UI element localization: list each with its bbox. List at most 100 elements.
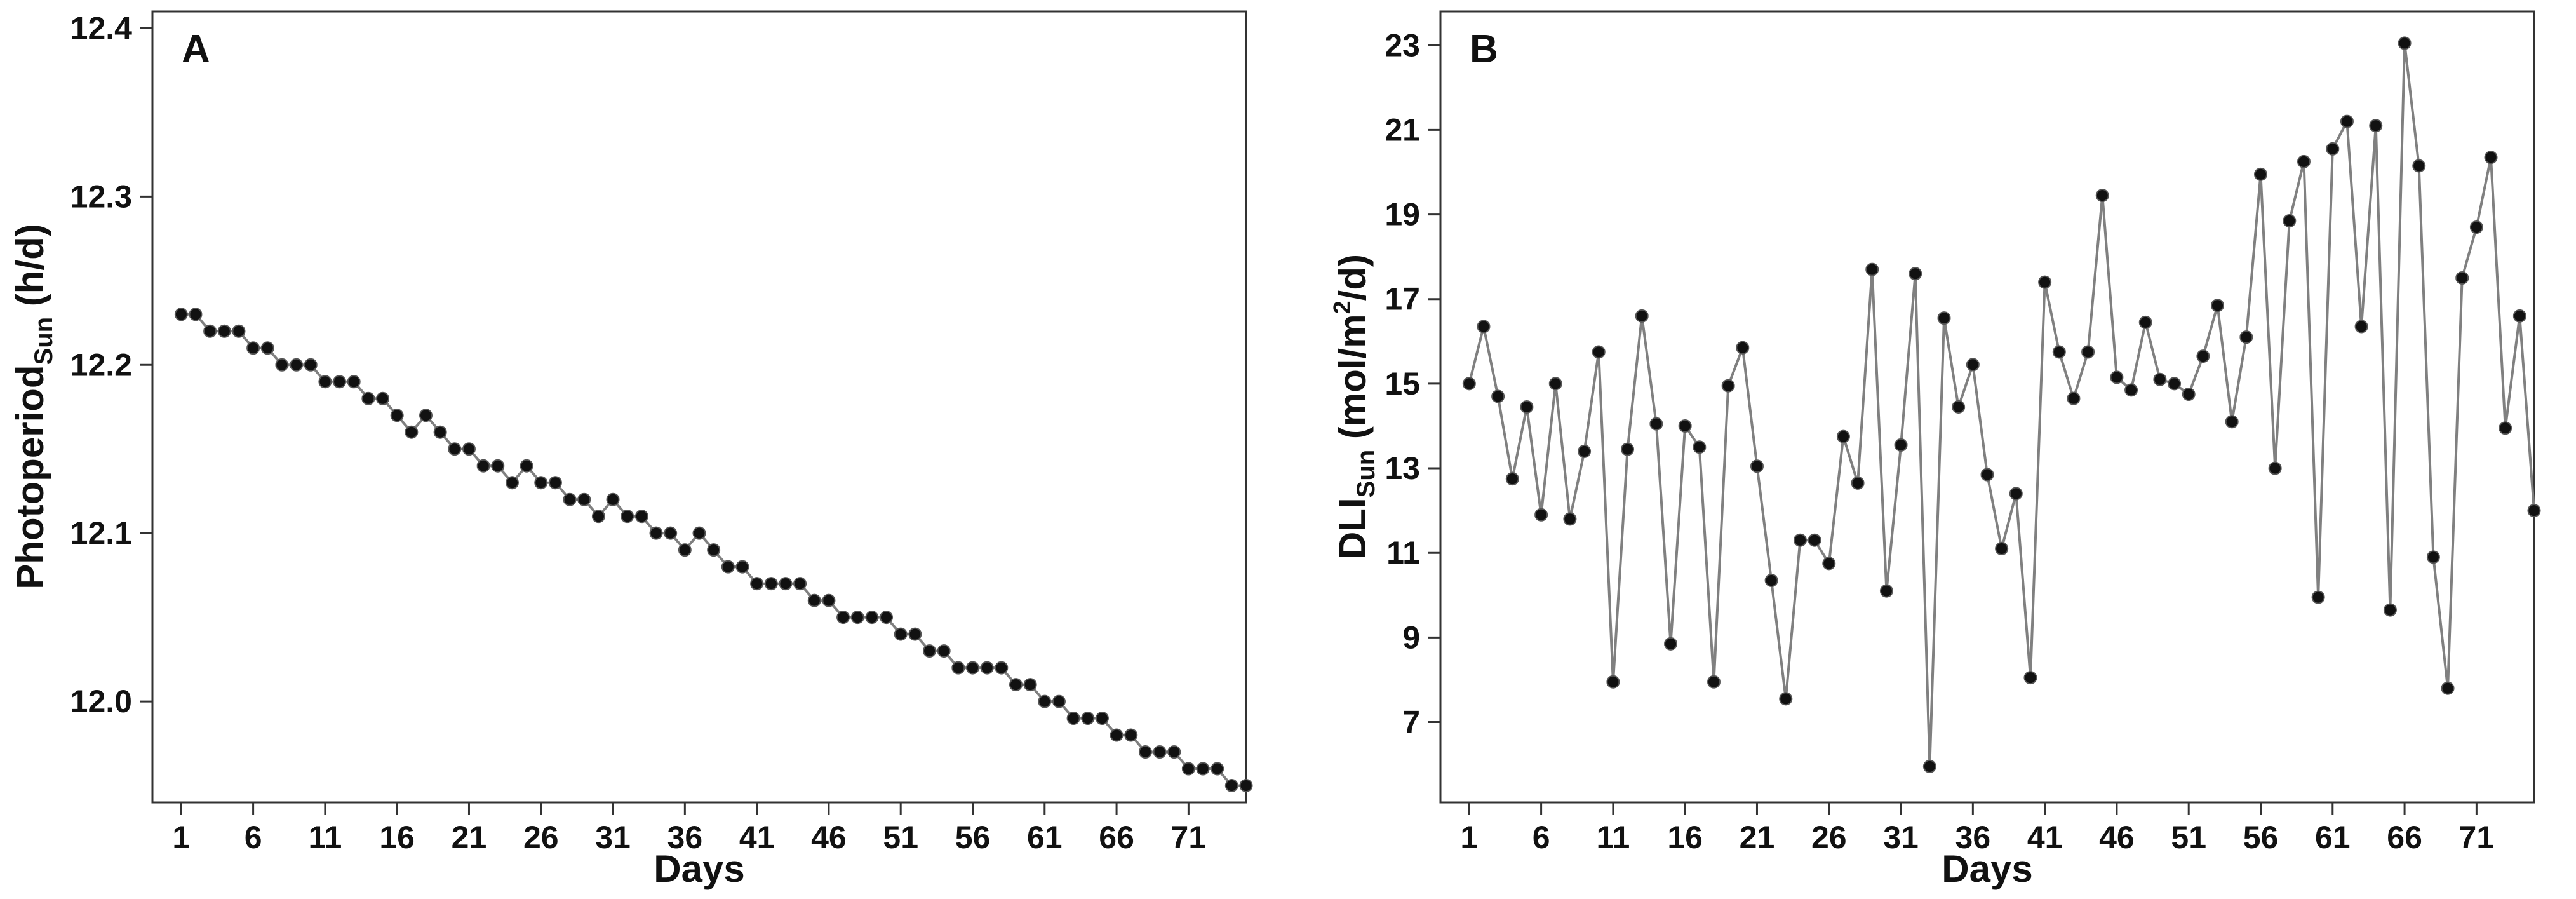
panel-a-data-point — [304, 358, 318, 372]
panel-a-data-point — [750, 577, 764, 591]
panel-b-data-point — [1980, 468, 1994, 482]
panel-a-plot-border — [151, 10, 1247, 804]
panel-b-data-point — [1995, 542, 2009, 556]
panel-b-data-point — [1592, 345, 1606, 359]
panel-b-x-tick-label: 36 — [1955, 820, 1991, 855]
panel-b-data-point — [2067, 391, 2081, 405]
panel-b-data-point — [1664, 637, 1678, 651]
panel-a-data-point — [822, 593, 836, 607]
panel-b-data-point — [2340, 114, 2354, 128]
panel-b-y-tick-label: 23 — [1385, 27, 1420, 63]
panel-b-data-point — [1793, 533, 1807, 547]
panel-a-data-point — [591, 510, 605, 524]
panel-a-data-point — [1124, 728, 1138, 742]
panel-b-data-point — [1534, 508, 1548, 522]
panel-b-x-tick-label: 31 — [1883, 820, 1919, 855]
panel-b-data-point — [2138, 315, 2152, 329]
panel-a-chart: A 1 6 11 16 21 26 31 36 41 46 51 56 61 66 71 12.012.11… — [9, 10, 1253, 890]
panel-a-x-axis-title: Days — [654, 848, 744, 890]
panel-b-data-point — [1491, 389, 1505, 403]
panel-b-y-axis-title: DLISun (mol/m2/d) — [1329, 254, 1380, 559]
panel-b-x-tick-label: 56 — [2243, 820, 2279, 855]
panel-a-data-point — [275, 358, 289, 372]
panel-a-data-point — [1095, 712, 1109, 726]
panel-b-x-axis: 1 6 11 16 21 26 31 36 41 46 51 56 61 66 71 — [1460, 802, 2494, 855]
panel-b-data-point — [1779, 692, 1793, 706]
panel-a-data-point — [836, 611, 850, 625]
panel-a-series — [174, 308, 1253, 793]
panel-b-data-point — [2527, 504, 2541, 518]
panel-b-data-point — [2254, 167, 2267, 181]
panel-b-data-point — [2211, 299, 2225, 313]
panel-a-data-point — [203, 324, 217, 338]
panel-b-data-point — [2369, 119, 2383, 133]
panel-a-data-point — [721, 560, 735, 574]
panel-b-data-point — [1966, 358, 1980, 372]
panel-b-plot-border — [1439, 10, 2535, 804]
panel-b-data-point — [1477, 320, 1491, 334]
panel-b-data-point — [1922, 759, 1936, 773]
panel-a-data-point — [405, 425, 419, 439]
panel-a-data-point — [1066, 712, 1080, 726]
panel-b-data-point — [1635, 309, 1649, 323]
panel-a-data-point — [1138, 745, 1152, 759]
panel-b-data-point — [1693, 440, 1707, 454]
panel-a-y-tick-label: 12.2 — [70, 347, 132, 382]
panel-b-y-tick-label: 7 — [1402, 705, 1420, 740]
panel-b-y-title-unit: (mol/m — [1331, 314, 1374, 449]
panel-b-data-point — [1563, 512, 1577, 526]
panel-b-data-point — [1606, 675, 1620, 689]
panel-a-data-point — [534, 476, 548, 490]
panel-b-data-point — [1621, 442, 1635, 456]
panel-b-data-point — [2038, 275, 2052, 289]
panel-a-data-point — [419, 409, 433, 422]
panel-a-y-tick-label: 12.0 — [70, 684, 132, 719]
panel-b-data-point — [2512, 309, 2526, 323]
panel-b-y-tick-label: 21 — [1385, 112, 1420, 147]
panel-a-data-point — [678, 543, 692, 557]
panel-b-data-point — [2239, 330, 2253, 344]
panel-b-data-point — [1894, 438, 1908, 452]
panel-b-data-point — [2311, 590, 2325, 604]
panel-b-data-point — [2124, 383, 2138, 397]
panel-a-data-point — [634, 510, 648, 524]
panel-b-data-point — [1764, 573, 1778, 587]
panel-b-y-title-main: DLI — [1331, 497, 1374, 559]
panel-b-x-tick-label: 6 — [1533, 820, 1550, 855]
panel-b-data-point — [2268, 461, 2282, 475]
panel-b-letter: B — [1470, 27, 1498, 71]
panel-a-data-point — [606, 492, 620, 506]
panel-a-data-point — [621, 510, 634, 524]
panel-a-data-point — [1196, 762, 1210, 776]
panel-b-x-axis-title: Days — [1942, 848, 2032, 890]
panel-b-data-point — [1879, 584, 1893, 598]
panel-b-data-point — [2052, 345, 2066, 359]
panel-a-x-tick-label: 26 — [523, 820, 559, 855]
panel-a-data-point — [995, 661, 1009, 675]
panel-a-x-tick-label: 61 — [1027, 820, 1063, 855]
panel-a-data-point — [649, 526, 663, 540]
panel-b-data-point — [2153, 372, 2167, 386]
panel-a-data-point — [174, 308, 188, 321]
panel-a-data-point — [390, 409, 404, 422]
panel-b-data-point — [1909, 267, 1922, 281]
panel-b-data-point — [2009, 487, 2023, 501]
panel-a-data-point — [865, 611, 879, 625]
panel-b-data-point — [1505, 472, 1519, 486]
panel-a-data-point — [735, 560, 749, 574]
panel-a-data-point — [333, 375, 347, 389]
panel-b-x-tick-label: 41 — [2027, 820, 2063, 855]
panel-a-data-point — [1038, 694, 1052, 708]
panel-b-data-point — [1462, 377, 1476, 391]
panel-a-data-point — [505, 476, 519, 490]
panel-a-x-axis: 1 6 11 16 21 26 31 36 41 46 51 56 61 66 71 — [172, 802, 1206, 855]
panel-a-data-point — [476, 459, 490, 473]
panel-b-x-tick-label: 71 — [2459, 820, 2495, 855]
panel-b-data-point — [2196, 349, 2210, 363]
panel-b-y-tick-label: 15 — [1385, 366, 1420, 402]
panel-a-data-point — [520, 459, 533, 473]
panel-b-x-tick-label: 66 — [2387, 820, 2422, 855]
panel-a-x-tick-label: 36 — [667, 820, 703, 855]
panel-a-data-point — [246, 341, 260, 355]
